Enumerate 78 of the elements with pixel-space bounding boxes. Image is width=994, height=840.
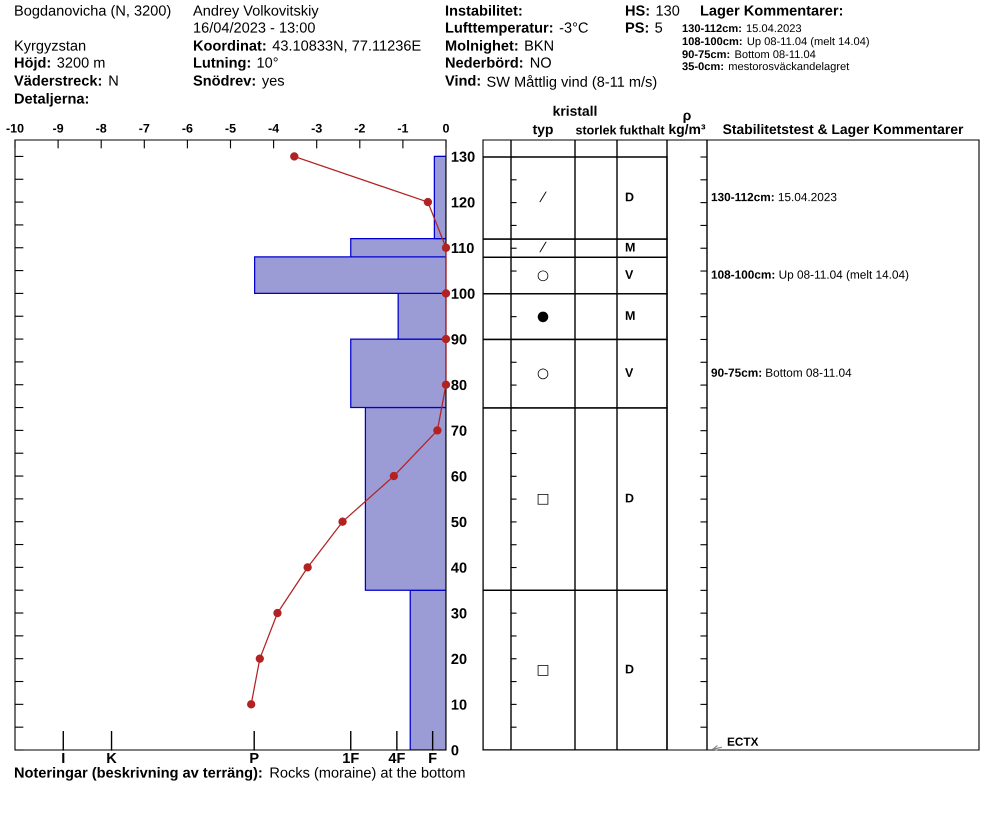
x-tick-label: -7 <box>139 124 150 133</box>
x-tick-label: -3 <box>312 124 322 133</box>
x-tick-label: -4 <box>268 124 280 133</box>
text: ● <box>538 312 548 322</box>
text: Lutning: 10° <box>194 57 278 71</box>
y-tick-label: 110 <box>452 242 474 254</box>
text: 90-75cm: Bottom 08-11.04 <box>711 368 852 377</box>
text: 90-75cm: Bottom 08-11.04 <box>682 50 816 58</box>
text: Instabilitet: <box>446 5 522 16</box>
text: 16/04/2023 - 13:00 <box>194 22 315 33</box>
text: Andrey Volkovitskiy <box>193 5 319 19</box>
y-tick-label: 120 <box>452 197 475 208</box>
text: 108-100cm: Up 08-11.04 (melt 14.04) <box>682 37 869 48</box>
y-tick-label: 80 <box>451 380 466 390</box>
y-tick-label: 40 <box>451 562 466 573</box>
text: M <box>626 242 635 252</box>
text: □ <box>538 494 548 505</box>
text: K <box>107 752 117 764</box>
text: 35-0cm: mestorosväckandelagret <box>682 62 850 72</box>
text: V <box>625 368 634 377</box>
category-label: ρ kg/m³ <box>669 112 706 137</box>
text: kristall <box>554 106 596 116</box>
text: Molnighet: BKN <box>446 40 553 54</box>
text: 130-112cm: 15.04.2023 <box>712 192 836 202</box>
text: Nederbörd: NO <box>446 57 551 68</box>
text: ○ <box>538 270 548 282</box>
y-tick-label: 10 <box>452 699 466 710</box>
text: I <box>62 752 64 764</box>
y-tick-label: 70 <box>451 425 466 436</box>
x-tick-label: -1 <box>398 124 408 133</box>
y-tick-label: 130 <box>452 152 475 162</box>
text: D <box>626 192 634 202</box>
text: ○ <box>538 368 548 380</box>
text: PS: 5 <box>626 22 662 33</box>
category-label: fukthalt <box>620 125 664 134</box>
text: ⁄ <box>539 192 547 202</box>
text: Kyrgyzstan <box>15 40 86 54</box>
text: □ <box>538 665 548 676</box>
text: Höjd: 3200 m <box>14 57 104 71</box>
text: D <box>626 664 634 674</box>
text: Väderstreck: N <box>14 75 118 86</box>
text: Noteringar (beskrivning av terräng): Rocks (moraine) at the bottom <box>14 767 465 781</box>
x-tick-label: -8 <box>96 124 106 133</box>
text: P <box>250 752 259 764</box>
y-tick-label: 30 <box>451 608 466 618</box>
text: 108-100cm: Up 08-11.04 (melt 14.04) <box>712 270 908 282</box>
text: 4F <box>388 752 405 764</box>
text: Detaljerna: <box>14 93 88 107</box>
text: 1F <box>343 752 359 764</box>
x-tick-label: -5 <box>225 124 236 133</box>
category-label: typ <box>532 125 553 137</box>
text: D <box>626 494 634 502</box>
y-tick-label: 100 <box>452 288 475 299</box>
y-tick-label: 90 <box>451 334 466 344</box>
y-tick-label: 20 <box>451 654 466 664</box>
text: V <box>625 270 634 279</box>
text: 130-112cm: 15.04.2023 <box>682 24 802 32</box>
text: Lufttemperatur: -3°C <box>446 22 588 36</box>
category-label: storlek <box>576 125 617 134</box>
text: HS: 130 <box>626 5 680 16</box>
text: Vind: SW Måttlig vind (8-11 m/s) <box>445 75 656 90</box>
text: ⁄ <box>539 242 547 252</box>
text: F <box>429 752 437 764</box>
x-tick-label: -6 <box>182 124 193 133</box>
text: Koordinat: 43.10833N, 77.11236E <box>194 40 421 52</box>
text: Bogdanovicha (N, 3200) <box>15 5 170 19</box>
y-tick-label: 50 <box>451 516 466 528</box>
category-label: Stabilitetstest & Lager Kommentarer <box>723 124 964 137</box>
x-tick-label: -10 <box>6 124 24 133</box>
text: M <box>626 311 635 320</box>
y-tick-label: 60 <box>451 471 466 482</box>
text: Lager Kommentarer: <box>700 5 842 19</box>
y-tick-label: 0 <box>451 745 458 756</box>
x-tick-label: -9 <box>53 124 64 133</box>
x-tick-label: 0 <box>443 124 449 133</box>
x-tick-label: -2 <box>354 124 365 133</box>
text: Snödrev: yes <box>193 75 284 89</box>
text: ECTX <box>728 737 758 746</box>
